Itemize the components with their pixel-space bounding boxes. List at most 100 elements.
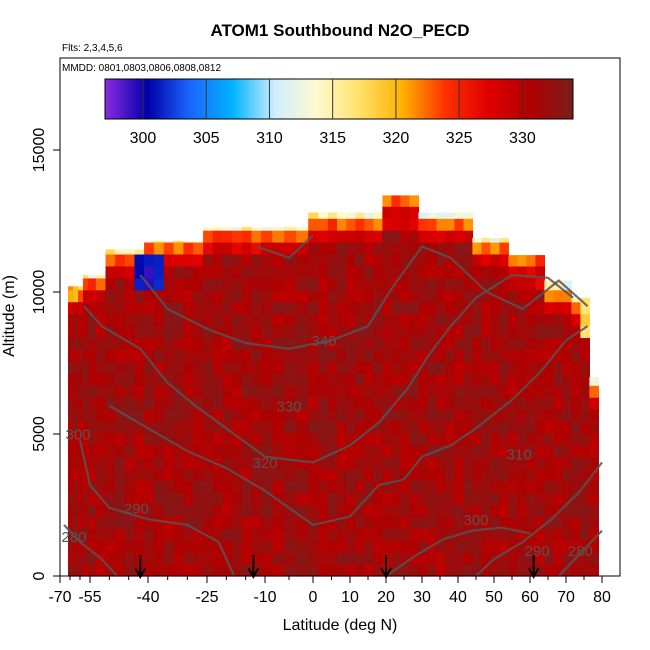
heatmap-cell <box>124 265 136 279</box>
heatmap-cell <box>427 456 437 470</box>
heatmap-cell <box>83 432 89 446</box>
heatmap-cell <box>526 432 536 446</box>
heatmap-cell <box>427 409 437 422</box>
heatmap-cell <box>83 564 89 577</box>
heatmap-cell <box>203 444 214 458</box>
heatmap-cell <box>318 468 329 482</box>
heatmap-cell <box>400 265 410 279</box>
heatmap-cell <box>427 242 437 255</box>
heatmap-cell <box>337 337 347 350</box>
heatmap-cell <box>526 444 536 458</box>
heatmap-cell <box>481 361 491 374</box>
heatmap-cell <box>327 504 338 517</box>
heatmap-cell <box>222 528 233 541</box>
heatmap-cell <box>373 420 383 434</box>
heatmap-cell <box>355 409 365 422</box>
heatmap-cell <box>95 409 107 422</box>
heatmap-cell <box>212 277 224 291</box>
heatmap-cell <box>373 540 383 553</box>
heatmap-cell <box>153 456 165 470</box>
heatmap-cell <box>337 325 347 338</box>
heatmap-cell <box>144 240 155 243</box>
heatmap-cell <box>193 397 204 410</box>
heatmap-cell <box>251 373 262 386</box>
heatmap-cell <box>355 456 365 470</box>
heatmap-cell <box>327 468 338 482</box>
heatmap-cell <box>272 253 285 267</box>
heatmap-cell <box>318 313 329 327</box>
heatmap-cell <box>373 337 383 350</box>
heatmap-cell <box>355 397 365 410</box>
heatmap-cell <box>517 397 527 410</box>
heatmap-cell <box>193 552 204 565</box>
heatmap-cell <box>436 516 446 529</box>
heatmap-cell <box>78 420 84 434</box>
heatmap-cell <box>327 564 338 577</box>
heatmap-cell <box>83 409 89 422</box>
heatmap-cell <box>472 361 482 374</box>
heatmap-cell <box>88 275 97 279</box>
heatmap-cell <box>373 218 383 231</box>
heatmap-cell <box>95 373 107 386</box>
heatmap-cell <box>222 230 233 243</box>
heatmap-cell <box>327 492 338 505</box>
heatmap-cell <box>508 564 518 577</box>
heatmap-cell <box>222 301 233 315</box>
heatmap-cell <box>115 337 126 350</box>
heatmap-cell <box>173 373 184 386</box>
heatmap-cell <box>580 313 590 327</box>
heatmap-cell <box>83 277 89 291</box>
heatmap-cell <box>144 492 155 505</box>
heatmap-cell <box>327 349 338 362</box>
heatmap-cell <box>454 564 464 577</box>
heatmap-cell <box>499 238 509 243</box>
heatmap-cell <box>88 361 97 374</box>
heatmap-cell <box>78 468 84 482</box>
heatmap-cell <box>203 349 214 362</box>
down-arrow-icon <box>247 555 260 580</box>
heatmap-cell <box>346 337 356 350</box>
heatmap-cell <box>296 349 309 362</box>
heatmap-cell <box>203 361 214 374</box>
heatmap-cell <box>153 240 165 243</box>
heatmap-cell <box>261 277 273 291</box>
heatmap-cell <box>296 564 309 577</box>
heatmap-cell <box>261 313 273 327</box>
heatmap-cell <box>212 265 224 279</box>
heatmap-cell <box>115 361 126 374</box>
heatmap-cell <box>508 516 518 529</box>
heatmap-cell <box>78 313 84 327</box>
heatmap-cell <box>373 325 383 338</box>
heatmap-cell <box>95 337 107 350</box>
heatmap-cell <box>508 337 518 350</box>
heatmap-cell <box>144 265 155 279</box>
heatmap-cell <box>284 528 297 541</box>
heatmap-cell <box>318 528 329 541</box>
heatmap-cell <box>95 385 107 398</box>
heatmap-cell <box>203 528 214 541</box>
heatmap-cell <box>193 420 204 434</box>
heatmap-cell <box>232 564 243 577</box>
heatmap-cell <box>251 468 262 482</box>
heatmap-cell <box>535 552 545 565</box>
heatmap-cell <box>88 409 97 422</box>
heatmap-cell <box>153 373 165 386</box>
heatmap-cell <box>481 456 491 470</box>
heatmap-cell <box>562 456 572 470</box>
heatmap-cell <box>88 325 97 338</box>
heatmap-cell <box>78 516 84 529</box>
heatmap-cell <box>173 349 184 362</box>
heatmap-cell <box>490 301 500 315</box>
heatmap-cell <box>472 540 482 553</box>
heatmap-cell <box>318 242 329 255</box>
x-tick-label: -70 <box>48 589 71 606</box>
heatmap-cell <box>463 313 473 327</box>
heatmap-cell <box>134 373 145 386</box>
heatmap-cell <box>296 504 309 517</box>
heatmap-cell <box>382 444 392 458</box>
heatmap-cell <box>232 313 243 327</box>
heatmap-cell <box>337 552 347 565</box>
heatmap-cell <box>193 313 204 327</box>
heatmap-cell <box>78 385 84 398</box>
heatmap-cell <box>296 480 309 494</box>
